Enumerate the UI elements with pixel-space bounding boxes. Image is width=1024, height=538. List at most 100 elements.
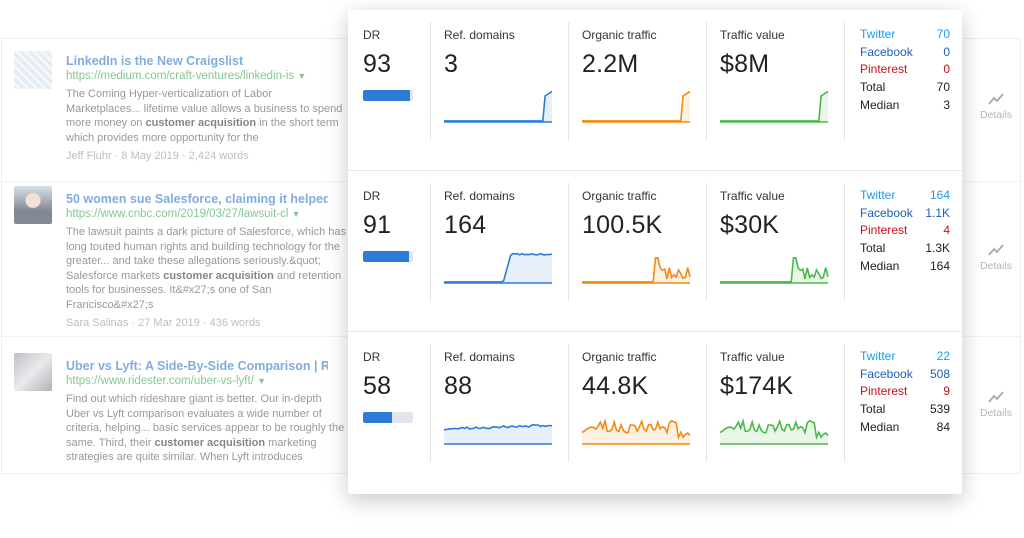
organic-traffic-cell[interactable]: Organic traffic 2.2M [568, 10, 706, 140]
median-label: Median [860, 258, 900, 273]
result-title[interactable]: LinkedIn is the New Craigslist [66, 54, 244, 68]
sparkline-line [582, 257, 691, 283]
divider [706, 344, 707, 462]
pinterest-label[interactable]: Pinterest [860, 384, 908, 399]
twitter-row[interactable]: Twitter 22 [860, 348, 950, 366]
facebook-row[interactable]: Facebook 1.1K [860, 205, 950, 223]
organic-traffic-label: Organic traffic [582, 28, 657, 42]
total-count: 70 [936, 80, 950, 95]
total-label: Total [860, 80, 886, 95]
dr-label: DR [363, 28, 381, 42]
dr-cell: DR 58 [348, 332, 430, 462]
median-label: Median [860, 97, 900, 112]
details-button[interactable]: Details [976, 93, 1016, 121]
ref-domains-label: Ref. domains [444, 350, 515, 364]
facebook-label[interactable]: Facebook [860, 366, 913, 381]
details-label: Details [979, 109, 1013, 121]
result-url-text[interactable]: https://medium.com/craft-ventures/linked… [66, 70, 295, 82]
organic-traffic-sparkline [581, 417, 691, 445]
facebook-row[interactable]: Facebook 0 [860, 44, 950, 62]
traffic-value-sparkline [720, 257, 829, 284]
ref-domains-value: 88 [444, 372, 473, 400]
organic-traffic-sparkline [582, 257, 691, 284]
chevron-down-icon[interactable]: ▼ [297, 71, 307, 81]
organic-traffic-sparkline [582, 90, 691, 123]
chevron-down-icon[interactable]: ▼ [291, 209, 301, 219]
pinterest-count: 0 [943, 62, 950, 77]
median-row: Median 3 [860, 97, 950, 115]
organic-traffic-value: 2.2M [582, 50, 639, 78]
dr-bar-fill [363, 412, 392, 423]
facebook-row[interactable]: Facebook 508 [860, 366, 950, 384]
pinterest-label[interactable]: Pinterest [860, 223, 908, 238]
twitter-count: 70 [936, 27, 950, 41]
result-url[interactable]: https://www.cnbc.com/2019/03/27/lawsuit-… [66, 208, 328, 220]
divider [706, 183, 707, 301]
facebook-count: 1.1K [925, 205, 950, 220]
divider [568, 183, 569, 301]
ref-domains-cell[interactable]: Ref. domains 164 [430, 171, 568, 301]
sparkline-area [444, 253, 552, 283]
ref-domains-cell[interactable]: Ref. domains 88 [430, 332, 568, 462]
result-url[interactable]: https://medium.com/craft-ventures/linked… [66, 70, 328, 82]
median-row: Median 164 [860, 258, 950, 276]
social-shares: Twitter 22 Facebook 508 Pinterest 9 Total 53… [860, 348, 950, 437]
twitter-label[interactable]: Twitter [860, 27, 896, 41]
sparkline-line [719, 417, 829, 441]
sparkline-area [582, 91, 690, 122]
divider [844, 22, 845, 140]
result-row: Uber vs Lyft: A Side-By-Side Comparison … [2, 337, 1020, 473]
twitter-label[interactable]: Twitter [860, 349, 896, 363]
ref-domains-label: Ref. domains [444, 28, 515, 42]
result-title[interactable]: Uber vs Lyft: A Side-By-Side Comparison … [66, 359, 328, 373]
traffic-value-cell[interactable]: Traffic value $174K [706, 332, 844, 462]
metrics-row: DR 91 Ref. domains 164 Organic traffic 1… [348, 171, 962, 332]
trend-line-icon [988, 391, 1004, 403]
total-label: Total [860, 402, 886, 417]
sparkline-line [444, 252, 553, 283]
result-url[interactable]: https://www.ridester.com/uber-vs-lyft/ ▼ [66, 375, 328, 387]
median-count: 164 [929, 258, 950, 273]
dr-label: DR [363, 189, 381, 203]
metrics-card: DR 93 Ref. domains 3 Organic traffic 2.2… [348, 10, 962, 494]
ref-domains-cell[interactable]: Ref. domains 3 [430, 10, 568, 140]
result-url-text[interactable]: https://www.cnbc.com/2019/03/27/lawsuit-… [66, 208, 289, 220]
result-title[interactable]: 50 women sue Salesforce, claiming it hel… [66, 192, 328, 206]
organic-traffic-cell[interactable]: Organic traffic 44.8K [568, 332, 706, 462]
facebook-label[interactable]: Facebook [860, 44, 913, 59]
social-shares: Twitter 70 Facebook 0 Pinterest 0 Total 70 M… [860, 26, 950, 115]
divider [430, 183, 431, 301]
traffic-value-sparkline [719, 417, 829, 445]
metrics-row: DR 58 Ref. domains 88 Organic traffic 44… [348, 332, 962, 493]
traffic-value-cell[interactable]: Traffic value $30K [706, 171, 844, 301]
sparkline-line [444, 90, 553, 122]
sparkline-area [720, 257, 828, 283]
organic-traffic-cell[interactable]: Organic traffic 100.5K [568, 171, 706, 301]
result-thumbnail [14, 186, 52, 224]
pinterest-label[interactable]: Pinterest [860, 62, 908, 77]
median-count: 84 [936, 419, 950, 434]
details-button[interactable]: Details [976, 391, 1016, 419]
details-button[interactable]: Details [976, 244, 1016, 272]
ref-domains-label: Ref. domains [444, 189, 515, 203]
dr-bar [363, 412, 413, 423]
pinterest-row[interactable]: Pinterest 4 [860, 222, 950, 240]
pinterest-row[interactable]: Pinterest 9 [860, 383, 950, 401]
social-shares: Twitter 164 Facebook 1.1K Pinterest 4 Total… [860, 187, 950, 276]
twitter-row[interactable]: Twitter 70 [860, 26, 950, 44]
sparkline-area [582, 257, 690, 283]
trend-line-icon [988, 244, 1004, 256]
result-url-text[interactable]: https://www.ridester.com/uber-vs-lyft/ [66, 375, 254, 387]
traffic-value-cell[interactable]: Traffic value $8M [706, 10, 844, 140]
divider [430, 344, 431, 462]
chevron-down-icon[interactable]: ▼ [257, 376, 267, 386]
twitter-row[interactable]: Twitter 164 [860, 187, 950, 205]
ref-domains-sparkline [444, 90, 553, 123]
ref-domains-sparkline [444, 252, 553, 284]
pinterest-row[interactable]: Pinterest 0 [860, 61, 950, 79]
facebook-label[interactable]: Facebook [860, 205, 913, 220]
dr-value: 93 [363, 50, 392, 78]
result-snippet: The Coming Hyper-verticalization of Labo… [66, 88, 343, 144]
twitter-label[interactable]: Twitter [860, 188, 896, 202]
divider [706, 22, 707, 140]
